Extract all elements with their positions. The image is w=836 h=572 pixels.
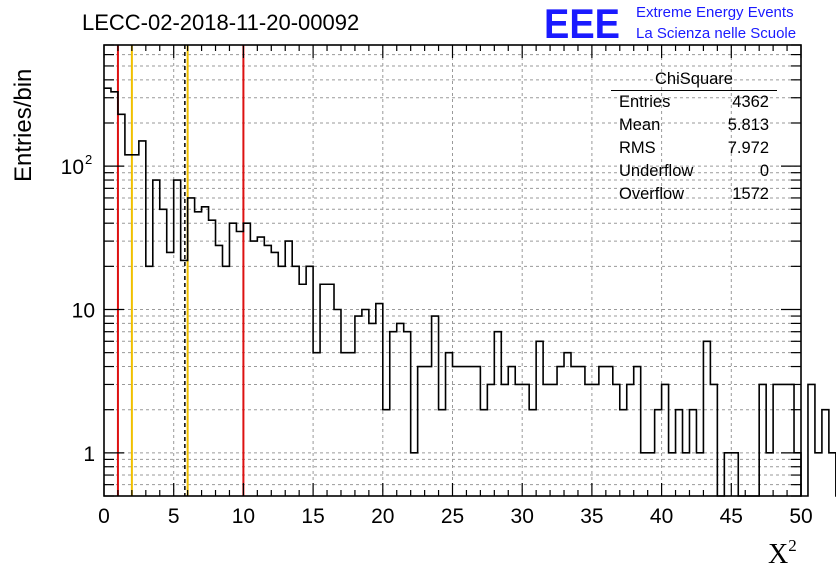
grid-lines [104, 45, 801, 496]
tick-marks [103, 44, 802, 497]
stats-row-mean: Mean 5.813 [611, 114, 777, 137]
stats-label: Entries [619, 93, 671, 111]
x-tick-label: 40 [650, 505, 673, 528]
stats-row-entries: Entries 4362 [611, 91, 777, 114]
eee-logo: EEE [544, 2, 620, 44]
x-tick-label: 10 [232, 505, 255, 528]
eee-logo-letters: EEE [544, 2, 620, 44]
y-axis-label: Entries/bin [10, 69, 38, 182]
stats-title: ChiSquare [611, 68, 777, 91]
logo-line-1: Extreme Energy Events [636, 4, 794, 21]
stats-row-underflow: Underflow 0 [611, 160, 777, 183]
stats-label: Underflow [619, 162, 694, 180]
y-tick-label: 10 [61, 156, 84, 179]
x-tick-label: 30 [511, 505, 534, 528]
x-tick-label: 25 [441, 505, 464, 528]
stats-value: 1572 [732, 185, 769, 203]
chart-title: LECC-02-2018-11-20-00092 [82, 10, 360, 35]
stats-value: 0 [759, 162, 769, 180]
x-axis-label-text: X [768, 539, 789, 570]
stats-box: ChiSquare Entries 4362 Mean 5.813 RMS 7.… [611, 68, 777, 206]
stats-value: 5.813 [727, 116, 769, 134]
logo-caption: Extreme Energy Events La Scienza nelle S… [636, 2, 796, 44]
stats-row-overflow: Overflow 1572 [611, 183, 777, 206]
x-tick-label: 45 [720, 505, 743, 528]
x-axis-label: X2 [768, 536, 797, 571]
stats-label: Overflow [619, 185, 685, 203]
x-tick-label: 0 [98, 505, 110, 528]
x-axis-label-sup: 2 [788, 536, 797, 555]
x-tick-label: 5 [168, 505, 180, 528]
logo-line-2: La Scienza nelle Scuole [636, 25, 797, 42]
stats-value: 7.972 [727, 139, 769, 157]
y-tick-label-exponent: 2 [85, 152, 92, 167]
stats-label: Mean [619, 116, 661, 134]
x-tick-label: 35 [580, 505, 603, 528]
marker-lines [116, 45, 245, 496]
stats-label: RMS [619, 139, 656, 157]
y-tick-label: 1 [83, 443, 95, 466]
x-tick-label: 20 [371, 505, 394, 528]
stats-row-rms: RMS 7.972 [611, 137, 777, 160]
y-tick-label: 10 [72, 299, 95, 322]
x-tick-label: 50 [789, 505, 812, 528]
stats-value: 4362 [732, 93, 769, 111]
y-axis-label-text: Entries/bin [10, 68, 37, 182]
x-tick-label: 15 [301, 505, 324, 528]
